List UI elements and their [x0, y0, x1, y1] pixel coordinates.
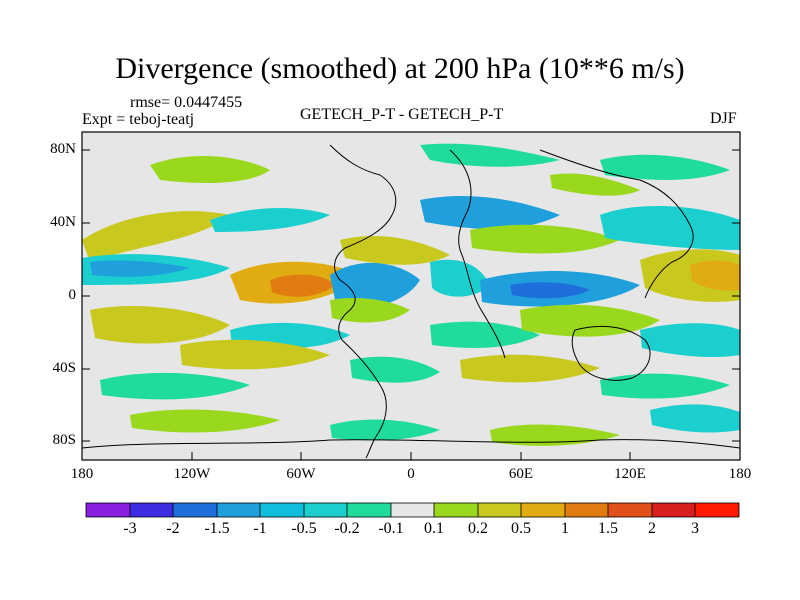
coastline-antarctica [82, 439, 740, 449]
expt-label: Expt = teboj-teatj [82, 111, 195, 128]
contour-negative-region [650, 404, 740, 433]
contour-negative-region [90, 260, 190, 277]
y-tick-label: 40N [50, 214, 76, 230]
contour-positive-region [460, 354, 600, 383]
coastline-europe-africa [449, 149, 506, 359]
x-tick-label: 0 [407, 466, 415, 482]
contour-negative-region [100, 372, 250, 400]
colorbar-bin [86, 503, 130, 517]
contour-negative-region [330, 262, 420, 308]
contour-positive-region [180, 339, 330, 370]
contour-positive-region [520, 304, 660, 337]
y-ticks [82, 149, 740, 442]
colorbar-bin [478, 503, 521, 517]
x-tick-label: 60E [508, 466, 534, 482]
y-tick-label: 80N [50, 141, 76, 157]
contour-positive-region [90, 305, 230, 344]
colorbar-bin [652, 503, 695, 517]
colorbar-label: -3 [123, 520, 137, 537]
colorbar-bin [608, 503, 652, 517]
x-tick-label: 180 [70, 466, 94, 482]
colorbar-bin [260, 503, 304, 517]
x-tick-label: 120W [173, 466, 211, 482]
colorbar-bin [347, 503, 391, 517]
coastline-asia [539, 149, 694, 299]
colorbar-label: -1 [253, 520, 267, 537]
colorbar-bin [173, 503, 217, 517]
colorbar [85, 502, 740, 518]
contour-negative-region [600, 154, 730, 180]
colorbar-label: 1.5 [598, 520, 618, 537]
contour-positive-region [330, 298, 410, 323]
colorbar-bin [434, 503, 478, 517]
colorbar-label: -0.5 [291, 520, 317, 537]
colorbar-label: -0.1 [378, 520, 404, 537]
contour-field [82, 132, 740, 460]
contour-negative-region [640, 323, 740, 358]
coastline-north-america [329, 144, 397, 341]
colorbar-label: 2 [648, 520, 656, 537]
contour-positive-region [550, 173, 640, 196]
contour-negative-region [600, 373, 730, 399]
colorbar-label: 0.2 [468, 520, 488, 537]
colorbar-bin [565, 503, 608, 517]
contour-negative-region [330, 419, 440, 441]
contour-negative-region [420, 195, 560, 230]
colorbar-bin [695, 503, 739, 517]
contour-negative-region [600, 205, 740, 250]
x-tick-label: 180 [728, 466, 752, 482]
colorbar-bin [217, 503, 260, 517]
colorbar-frame [85, 502, 740, 518]
x-tick-label: 60W [286, 466, 316, 482]
y-tick-label: 80S [52, 432, 76, 448]
experiment-pair-label: GETECH_P-T - GETECH_P-T [300, 106, 504, 123]
y-tick-label: 40S [52, 360, 76, 376]
coastline-south-america [341, 339, 387, 459]
contour-negative-region [430, 321, 540, 348]
y-tick-label: 0 [68, 287, 77, 303]
contour-negative-region [510, 282, 590, 299]
contour-positive-region [270, 274, 335, 297]
colorbar-bin [304, 503, 347, 517]
coastlines [82, 144, 740, 459]
colorbar-bin [391, 503, 434, 517]
contour-negative-region [350, 356, 440, 383]
rmse-label: rmse= 0.0447455 [130, 94, 243, 111]
colorbar-label: -2 [166, 520, 180, 537]
colorbar-label: 0.1 [424, 520, 444, 537]
colorbar-bin [521, 503, 565, 517]
x-tick-label: 120E [614, 466, 646, 482]
contour-positive-region [690, 260, 740, 291]
contour-negative-region [430, 259, 490, 297]
coastline-australia [571, 325, 651, 381]
colorbar-label: 3 [691, 520, 699, 537]
contour-negative-region [210, 208, 330, 232]
contour-positive-region [130, 409, 280, 433]
season-label: DJF [710, 110, 737, 127]
colorbar-label: 0.5 [511, 520, 531, 537]
contour-negative-region [420, 143, 560, 167]
colorbar-label: -1.5 [204, 520, 230, 537]
colorbar-label: -0.2 [334, 520, 360, 537]
colorbar-label: 1 [561, 520, 569, 537]
contour-positive-region [340, 235, 450, 265]
x-ticks [81, 452, 741, 460]
colorbar-bin [130, 503, 173, 517]
contour-positive-region [470, 224, 620, 254]
contour-positive-region [82, 211, 230, 262]
contour-positive-region [150, 155, 270, 183]
map-title: Divergence (smoothed) at 200 hPa (10**6 … [115, 52, 685, 85]
